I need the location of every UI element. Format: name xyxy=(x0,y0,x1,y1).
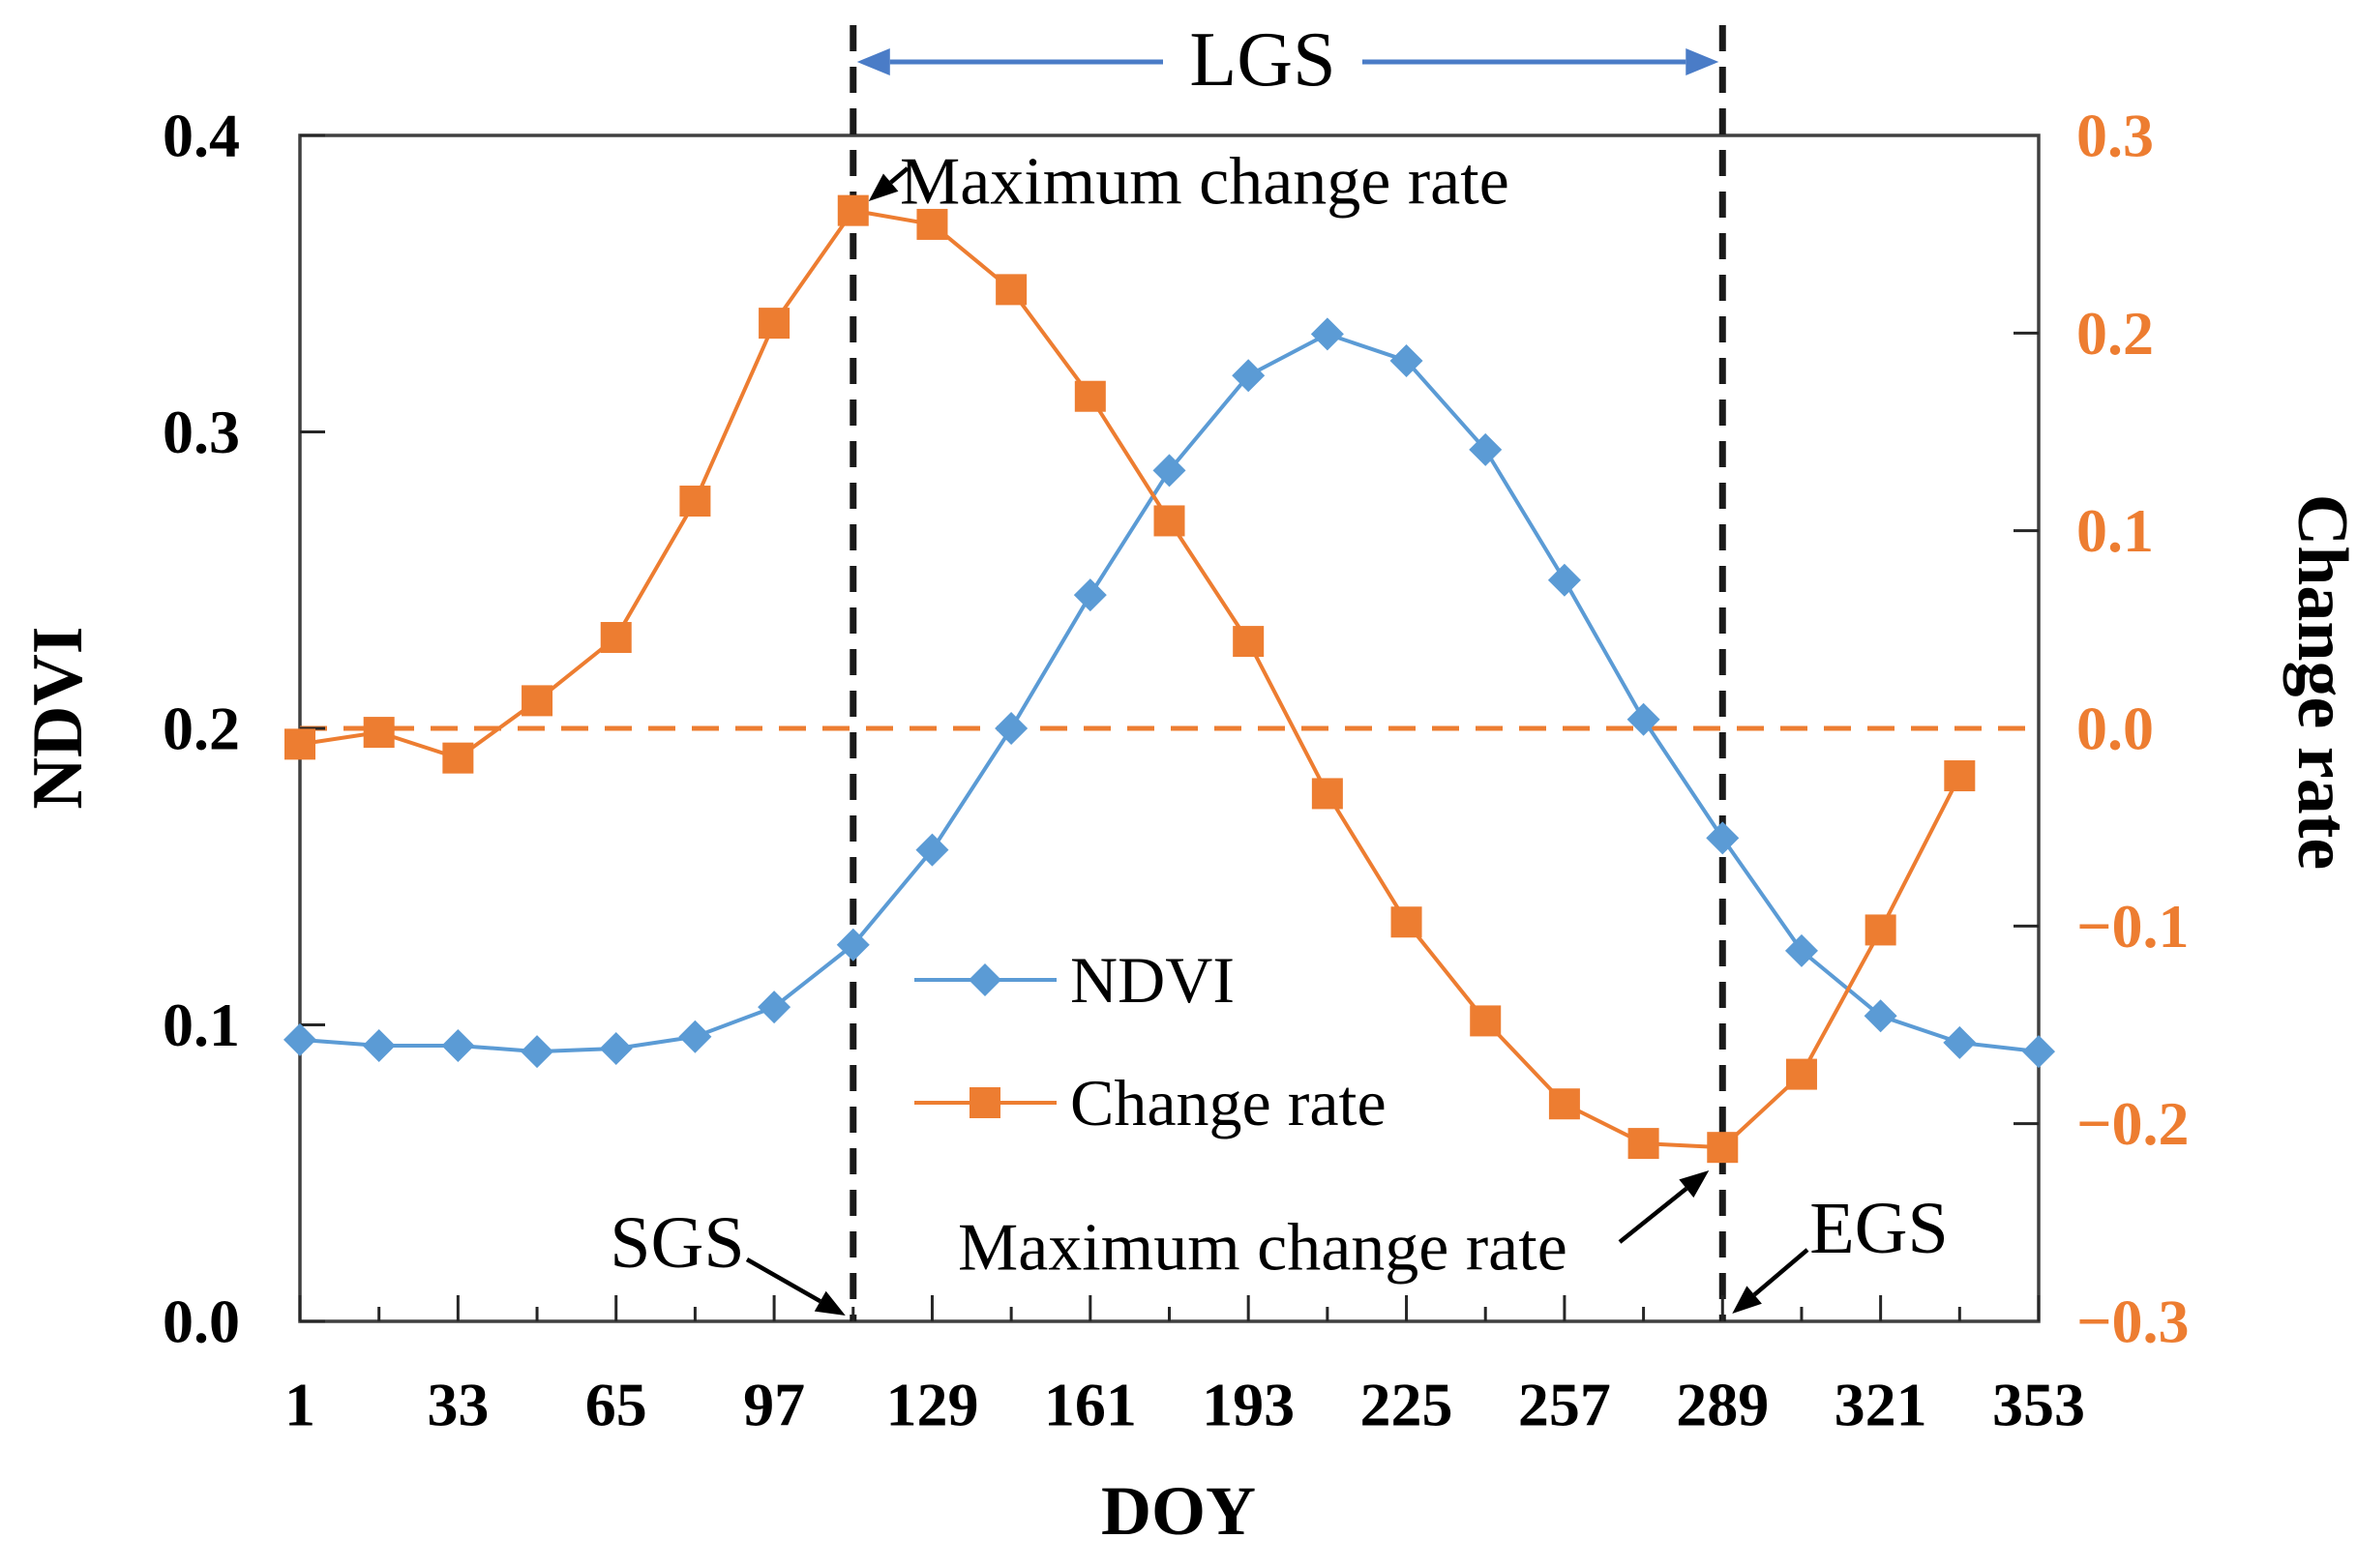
ndvi-marker xyxy=(1389,343,1423,377)
change-rate-marker xyxy=(1944,760,1976,792)
change-rate-marker xyxy=(522,685,553,717)
max-change-rate-top-arrow-head xyxy=(868,173,899,201)
change-rate-marker xyxy=(363,717,395,749)
change-rate-marker xyxy=(1707,1132,1739,1164)
ndvi-marker xyxy=(599,1032,633,1066)
left-tick-label: 0.3 xyxy=(163,398,240,466)
change-rate-marker xyxy=(1785,1058,1817,1090)
left-tick-label: 0.0 xyxy=(163,1287,240,1356)
ndvi-marker xyxy=(1547,563,1581,597)
ndvi-marker xyxy=(995,712,1029,745)
right-tick-label: 0.1 xyxy=(2076,496,2154,565)
right-tick-label: −0.3 xyxy=(2076,1287,2189,1356)
egs-label: EGS xyxy=(1809,1188,1949,1269)
right-tick-label: 0.3 xyxy=(2076,102,2154,170)
max-change-rate-bottom-arrow xyxy=(1618,1187,1688,1244)
ndvi-marker xyxy=(678,1020,712,1053)
change-rate-line xyxy=(299,208,1962,1150)
ndvi-marker xyxy=(836,928,870,962)
change-rate-marker xyxy=(916,208,948,240)
ndvi-marker xyxy=(283,1022,316,1056)
legend-samples-layer xyxy=(914,963,1057,1118)
egs-arrow xyxy=(1752,1248,1809,1297)
x-tick-label: 1 xyxy=(284,1371,315,1439)
lgs-arrow-right-head xyxy=(1686,48,1719,75)
ndvi-marker xyxy=(1943,1025,1977,1059)
ndvi-marker xyxy=(758,991,791,1024)
x-tick-label: 193 xyxy=(1202,1371,1295,1439)
max-change-rate-top-arrow xyxy=(889,166,910,185)
legend-ndvi-sample-marker xyxy=(969,963,1001,996)
right-axis-title: Change rate xyxy=(2282,494,2357,870)
legend-ndvi-label: NDVI xyxy=(1070,943,1235,1017)
change-rate-marker xyxy=(837,194,869,226)
x-axis-title: DOY xyxy=(1101,1472,1256,1550)
sgs-arrow xyxy=(745,1257,821,1304)
left-tick-label: 0.1 xyxy=(163,991,240,1059)
ndvi-marker xyxy=(915,833,949,867)
series-layer xyxy=(283,194,2055,1164)
x-tick-label: 65 xyxy=(585,1371,647,1439)
lgs-label: LGS xyxy=(1189,17,1335,103)
change-rate-marker xyxy=(284,728,315,760)
legend-change-rate-sample-marker xyxy=(970,1087,1000,1118)
change-rate-marker xyxy=(679,486,711,518)
ndvi-marker xyxy=(1864,999,1897,1033)
ndvi-marker xyxy=(1784,933,1818,967)
x-tick-label: 161 xyxy=(1044,1371,1137,1439)
change-rate-marker xyxy=(1470,1005,1502,1037)
sgs-label: SGS xyxy=(610,1202,744,1284)
left-tick-label: 0.4 xyxy=(163,102,240,170)
ndvi-marker xyxy=(1626,702,1660,736)
change-rate-marker xyxy=(1074,380,1106,412)
ndvi-marker xyxy=(441,1028,475,1062)
x-tick-label: 225 xyxy=(1360,1371,1453,1439)
ndvi-marker xyxy=(1232,359,1266,393)
change-rate-marker xyxy=(1153,505,1185,537)
x-tick-label: 289 xyxy=(1676,1371,1769,1439)
change-rate-marker xyxy=(1548,1088,1580,1120)
x-tick-label: 97 xyxy=(743,1371,805,1439)
right-tick-label: 0.0 xyxy=(2076,695,2154,763)
change-rate-marker xyxy=(1233,626,1265,658)
max-change-rate-bottom-label: Maximum change rate xyxy=(958,1211,1567,1286)
max-change-rate-top-label: Maximum change rate xyxy=(900,145,1509,220)
change-rate-marker xyxy=(759,308,791,340)
egs-arrow-head xyxy=(1732,1286,1762,1314)
x-tick-label: 33 xyxy=(427,1371,489,1439)
x-tick-label: 321 xyxy=(1835,1371,1927,1439)
legend-change-rate-label: Change rate xyxy=(1070,1066,1387,1139)
x-tick-label: 353 xyxy=(1992,1371,2085,1439)
plot-border xyxy=(298,133,2041,1323)
ndvi-marker xyxy=(1073,578,1107,612)
axes-layer: 1 33 65 97 129 161 193 225 257 289 321 353 0.0 0.1 0.2… xyxy=(163,25,2189,1439)
change-rate-marker xyxy=(1627,1128,1659,1160)
max-change-rate-bottom-arrow-head xyxy=(1679,1170,1710,1198)
x-tick-label: 257 xyxy=(1518,1371,1611,1439)
right-tick-label: 0.2 xyxy=(2076,299,2154,368)
sgs-arrow-head xyxy=(814,1290,846,1316)
change-rate-marker xyxy=(1311,778,1343,810)
left-tick-label: 0.2 xyxy=(163,695,240,763)
change-rate-marker xyxy=(1390,906,1422,938)
change-rate-marker xyxy=(996,274,1028,306)
change-rate-marker xyxy=(1865,914,1896,946)
right-tick-label: −0.1 xyxy=(2076,892,2189,961)
right-tick-label: −0.2 xyxy=(2076,1089,2189,1158)
change-rate-marker xyxy=(600,622,632,654)
ndvi-marker xyxy=(362,1028,396,1062)
change-rate-marker xyxy=(442,742,474,774)
ndvi-marker xyxy=(1469,432,1503,466)
ndvi-marker xyxy=(1310,317,1344,351)
left-axis-title: NDVI xyxy=(18,626,98,809)
x-tick-label: 129 xyxy=(885,1371,978,1439)
lgs-arrow-left-head xyxy=(856,48,890,75)
ndvi-marker xyxy=(1706,821,1740,855)
annotation-arrows-layer xyxy=(745,48,1809,1316)
ndvi-marker xyxy=(521,1035,554,1069)
ndvi-marker xyxy=(2022,1035,2055,1069)
ndvi-marker xyxy=(1152,454,1186,488)
